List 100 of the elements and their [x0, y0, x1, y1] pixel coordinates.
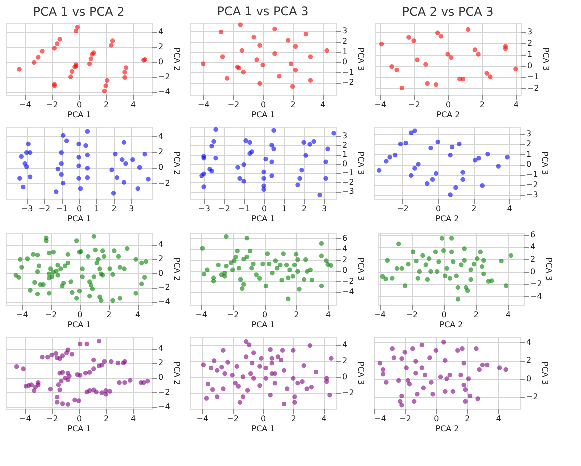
point	[257, 276, 262, 282]
x-axis-title: PCA 1	[252, 214, 276, 224]
y-tick-label: 4	[530, 242, 536, 252]
point	[110, 168, 114, 172]
point	[308, 78, 314, 83]
point	[410, 346, 416, 352]
y-tick-label: 0	[158, 373, 164, 382]
y-axis-title: PCA 2	[172, 152, 182, 176]
point	[448, 153, 453, 158]
point	[242, 179, 246, 184]
point	[380, 274, 386, 280]
y-tick-label: −2	[526, 180, 538, 190]
x-axis-title: PCA 2	[436, 424, 460, 434]
point	[24, 164, 30, 170]
y-tick-label: 0	[158, 163, 164, 172]
y-tick-label: 3	[342, 132, 348, 141]
y-tick-label: −2	[342, 276, 354, 286]
point	[460, 346, 465, 352]
point	[414, 258, 419, 264]
point	[272, 52, 278, 56]
point	[473, 158, 478, 163]
point	[412, 128, 418, 134]
point	[212, 139, 216, 144]
y-axis-title: PCA 3	[540, 362, 550, 386]
point	[415, 392, 420, 397]
point	[326, 146, 330, 152]
point	[244, 236, 250, 241]
point	[462, 246, 467, 252]
point	[409, 130, 414, 136]
point	[122, 75, 128, 80]
point	[56, 166, 60, 172]
point	[478, 250, 484, 254]
x-tick-label: −3	[21, 204, 34, 214]
point	[59, 161, 64, 166]
point	[281, 252, 286, 256]
point	[424, 262, 428, 268]
point	[319, 241, 324, 246]
point	[76, 142, 82, 147]
point	[428, 269, 434, 274]
point	[296, 258, 300, 262]
point	[468, 268, 474, 272]
point	[286, 276, 291, 280]
point	[68, 74, 74, 80]
y-tick-label: −2	[342, 388, 354, 398]
y-tick-label: 1	[528, 50, 533, 59]
y-tick-label: −4	[158, 298, 170, 307]
point	[476, 396, 480, 402]
point	[433, 250, 438, 254]
point	[443, 389, 448, 394]
point	[456, 348, 460, 354]
x-tick-label: −2	[38, 204, 51, 214]
point	[122, 180, 127, 185]
y-tick-label: 1	[342, 150, 348, 160]
point	[262, 176, 266, 182]
point	[324, 48, 330, 54]
x-tick-label: 2	[106, 310, 112, 320]
point	[476, 52, 481, 57]
point	[440, 236, 445, 241]
point	[298, 176, 302, 182]
x-tick-label: −2	[406, 310, 418, 320]
x-tick-label: −4	[374, 310, 386, 320]
x-tick-label: −2	[46, 100, 58, 110]
point	[292, 262, 298, 268]
point	[514, 66, 518, 72]
point	[434, 171, 439, 176]
y-tick-label: −1	[342, 68, 354, 77]
point	[463, 388, 468, 392]
point	[300, 168, 304, 173]
point	[429, 380, 434, 385]
point	[294, 252, 299, 257]
y-tick-label: 1	[342, 47, 348, 56]
point	[417, 269, 422, 274]
point	[475, 256, 480, 262]
point	[460, 170, 466, 175]
point	[480, 362, 486, 368]
x-axis-title: PCA 1	[252, 424, 276, 434]
point	[310, 278, 315, 283]
x-tick-label: −1	[56, 204, 68, 214]
point	[324, 258, 329, 264]
x-tick-label: 4	[326, 310, 332, 320]
point	[400, 266, 404, 272]
point	[124, 66, 129, 70]
point	[434, 348, 438, 354]
y-tick-label: −2	[158, 72, 170, 82]
point	[302, 277, 307, 282]
point	[503, 46, 508, 52]
y-tick-label: 1	[526, 150, 532, 159]
point	[456, 285, 461, 290]
point	[462, 361, 466, 366]
point	[304, 153, 308, 158]
point	[264, 284, 269, 289]
point	[241, 70, 246, 75]
y-tick-label: 0	[342, 266, 348, 276]
x-tick-label: −4	[196, 310, 208, 320]
point	[236, 266, 242, 271]
point	[286, 38, 291, 43]
y-tick-label: −4	[158, 88, 170, 96]
point	[17, 67, 22, 72]
y-axis-title: PCA 2	[172, 48, 182, 72]
point	[448, 372, 452, 378]
